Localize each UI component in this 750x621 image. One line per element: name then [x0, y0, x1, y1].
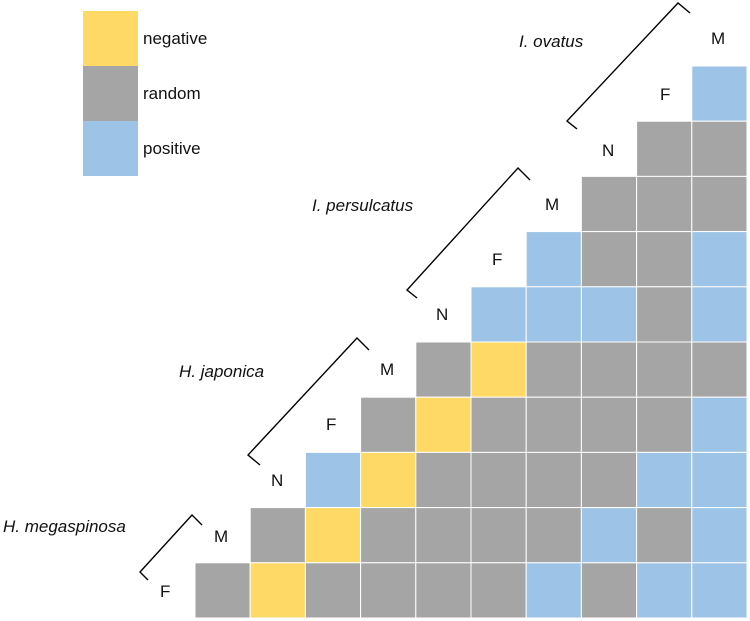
heatmap-cell-positive	[304, 451, 362, 509]
heatmap-cell-random	[691, 341, 748, 398]
heatmap-cell-random	[580, 451, 638, 509]
stage-label-i-persulcatus-n: N	[436, 305, 448, 324]
heatmap-cell-random	[580, 396, 638, 453]
stage-label-i-ovatus-f: F	[660, 85, 670, 104]
heatmap-cell-positive	[580, 507, 638, 564]
heatmap-cell-random	[580, 562, 638, 619]
heatmap-cell-positive	[580, 286, 638, 343]
stage-label-i-ovatus-n: N	[602, 141, 614, 160]
heatmap-cell-random	[415, 562, 472, 619]
heatmap-cell-random	[636, 341, 693, 398]
heatmap-cell-random	[415, 507, 472, 564]
heatmap-cell-negative	[470, 341, 527, 398]
stage-label-i-persulcatus-m: M	[545, 195, 559, 214]
heatmap-cell-negative	[360, 451, 417, 509]
stage-label-h-japonica-f: F	[326, 415, 336, 434]
heatmap-cell-random	[470, 562, 527, 619]
heatmap-cell-random	[360, 396, 417, 453]
heatmap-cell-random	[470, 507, 527, 564]
heatmap-cell-random	[415, 451, 472, 509]
heatmap-cell-positive	[525, 562, 582, 619]
bracket-h-megaspinosa	[139, 513, 203, 581]
species-brackets	[139, 2, 691, 581]
heatmap-cell-random	[580, 175, 638, 233]
species-label-h-megaspinosa: H. megaspinosa	[3, 517, 126, 536]
heatmap-cell-positive	[691, 65, 748, 122]
heatmap-cell-negative	[304, 507, 362, 564]
heatmap-cell-random	[636, 175, 693, 233]
heatmap-cell-random	[636, 286, 693, 343]
stage-labels: M F N M F N M F N M F	[160, 29, 725, 601]
heatmap-cell-random	[194, 562, 251, 619]
heatmap-cell-random	[580, 341, 638, 398]
heatmap-cell-random	[360, 562, 417, 619]
legend-swatch-positive	[83, 121, 138, 176]
species-label-h-japonica: H. japonica	[179, 362, 264, 381]
heatmap-cell-negative	[415, 396, 472, 453]
legend-label-random: random	[143, 84, 201, 103]
species-label-i-persulcatus: I. persulcatus	[312, 196, 414, 215]
heatmap-cell-positive	[691, 286, 748, 343]
legend: negative random positive	[83, 11, 207, 176]
species-label-i-ovatus: I. ovatus	[519, 32, 584, 51]
heatmap-cell-random	[525, 341, 582, 398]
heatmap-cell-random	[691, 175, 748, 233]
heatmap-cell-random	[470, 396, 527, 453]
heatmap-cell-random	[580, 231, 638, 288]
heatmap-cell-positive	[636, 562, 693, 619]
bracket-i-ovatus	[565, 2, 691, 130]
stage-label-i-persulcatus-f: F	[492, 250, 502, 269]
heatmap-cell-random	[525, 451, 582, 509]
heatmap-cell-random	[636, 231, 693, 288]
heatmap-cell-random	[525, 507, 582, 564]
heatmap-cell-positive	[470, 286, 527, 343]
heatmap-cell-random	[304, 562, 362, 619]
stage-label-i-ovatus-m: M	[711, 29, 725, 48]
stage-label-h-japonica-n: N	[271, 471, 283, 490]
legend-swatch-negative	[83, 11, 138, 66]
heatmap-cell-random	[415, 341, 472, 398]
heatmap-cell-negative	[249, 562, 306, 619]
heatmap-cell-random	[470, 451, 527, 509]
stage-label-h-megaspinosa-f: F	[160, 582, 170, 601]
heatmap-cell-random	[249, 507, 306, 564]
heatmap-cell-positive	[691, 396, 748, 453]
legend-label-negative: negative	[143, 29, 207, 48]
heatmap-cell-positive	[525, 231, 582, 288]
heatmap-cell-positive	[691, 231, 748, 288]
heatmap-cell-positive	[636, 451, 693, 509]
heatmap-cell-random	[525, 396, 582, 453]
legend-swatch-random	[83, 66, 138, 121]
stage-label-h-megaspinosa-m: M	[214, 527, 228, 546]
heatmap-cell-positive	[691, 451, 748, 509]
heatmap-cell-random	[636, 507, 693, 564]
legend-label-positive: positive	[143, 139, 201, 158]
heatmap-cell-random	[691, 120, 748, 177]
heatmap-cell-positive	[691, 507, 748, 564]
species-labels: I. ovatus I. persulcatus H. japonica H. …	[3, 32, 584, 536]
heatmap-cells	[194, 65, 748, 619]
heatmap-cell-positive	[525, 286, 582, 343]
heatmap-cell-random	[636, 396, 693, 453]
stage-label-h-japonica-m: M	[380, 360, 394, 379]
bracket-i-persulcatus	[405, 166, 531, 299]
heatmap-cell-random	[636, 120, 693, 177]
heatmap-cell-random	[360, 507, 417, 564]
bracket-h-japonica	[246, 336, 370, 466]
heatmap-cell-positive	[691, 562, 748, 619]
